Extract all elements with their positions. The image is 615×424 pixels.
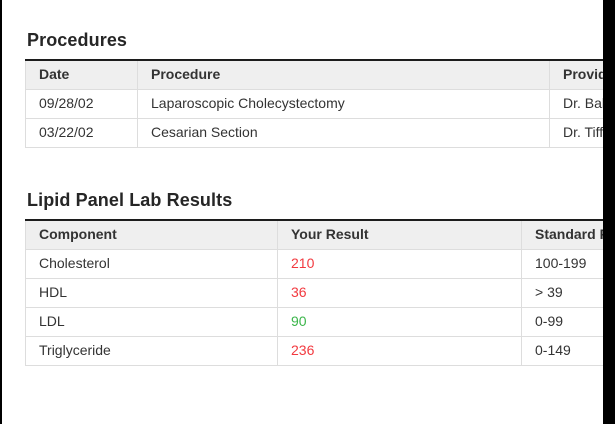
procedure-date-cell: 09/28/02 — [25, 89, 138, 119]
lipid-panel-heading: Lipid Panel Lab Results — [27, 190, 233, 210]
procedure-row: 09/28/02 Laparoscopic Cholecystectomy Dr… — [25, 89, 615, 119]
lipid-panel-table: Component Your Result Standard Range Cho… — [25, 219, 615, 366]
lipid-standard-range-cell: 0-149 — [521, 336, 615, 366]
right-window-edge-bar — [603, 0, 615, 424]
lipid-row: Cholesterol 210 100-199 — [25, 249, 615, 279]
lipid-component-cell: Cholesterol — [25, 249, 278, 279]
medical-record-content: Procedures Date Procedure Provider 09/28… — [25, 31, 615, 366]
lipid-row: LDL 90 0-99 — [25, 307, 615, 337]
lipid-component-cell: Triglyceride — [25, 336, 278, 366]
lipid-component-cell: HDL — [25, 278, 278, 308]
column-header-standard: Standard Range — [521, 220, 615, 250]
lipid-result-value: 90 — [277, 307, 522, 337]
column-header-component: Component — [25, 220, 278, 250]
left-window-edge-bar — [0, 0, 2, 424]
lipid-standard-range-cell: > 39 — [521, 278, 615, 308]
column-header-procedure: Procedure — [137, 60, 550, 90]
lipid-result-value: 236 — [277, 336, 522, 366]
procedure-name-cell: Cesarian Section — [137, 118, 550, 148]
lipid-standard-range-cell: 0-99 — [521, 307, 615, 337]
procedures-heading: Procedures — [27, 30, 128, 50]
column-header-date: Date — [25, 60, 138, 90]
lipid-result-value: 210 — [277, 249, 522, 279]
procedures-table: Date Procedure Provider 09/28/02 Laparos… — [25, 59, 615, 148]
lipid-row: Triglyceride 236 0-149 — [25, 336, 615, 366]
column-header-your-result: Your Result — [277, 220, 522, 250]
procedures-header-row: Date Procedure Provider — [25, 60, 615, 90]
lipid-row: HDL 36 > 39 — [25, 278, 615, 308]
lipid-standard-range-cell: 100-199 — [521, 249, 615, 279]
procedure-date-cell: 03/22/02 — [25, 118, 138, 148]
lipid-component-cell: LDL — [25, 307, 278, 337]
lipid-header-row: Component Your Result Standard Range — [25, 220, 615, 250]
lipid-result-value: 36 — [277, 278, 522, 308]
procedure-row: 03/22/02 Cesarian Section Dr. Tiffany Ma — [25, 118, 615, 148]
procedure-name-cell: Laparoscopic Cholecystectomy — [137, 89, 550, 119]
